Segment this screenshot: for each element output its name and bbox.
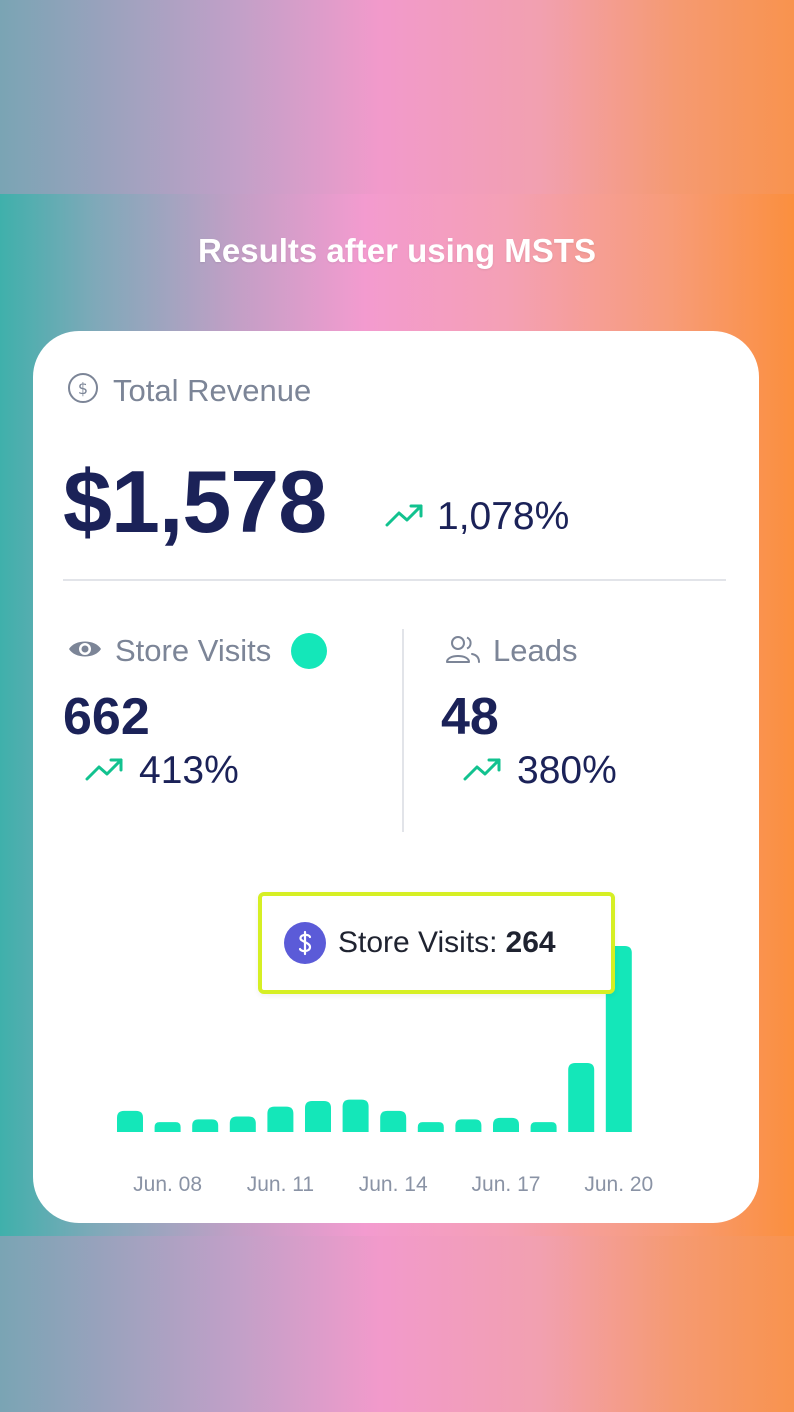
total-revenue-label: Total Revenue [113, 372, 312, 408]
eye-icon [67, 636, 103, 667]
x-tick-label: Jun. 17 [472, 1173, 541, 1196]
bar-Jun. 08[interactable] [154, 1122, 181, 1132]
revenue-card: $ Total Revenue $1,578 1,078% Store Visi… [33, 331, 759, 1223]
bar-Jun. 16[interactable] [455, 1119, 482, 1132]
bar-Jun. 19[interactable] [568, 1062, 595, 1132]
svg-text:$: $ [78, 379, 88, 398]
bar-Jun. 07[interactable] [117, 1110, 143, 1132]
store-visits-change-percent: 413% [139, 749, 239, 792]
vertical-divider [402, 629, 404, 832]
tooltip-label: Store Visits: [338, 926, 498, 959]
bar-Jun. 12[interactable] [305, 1101, 331, 1132]
trending-up-icon [463, 756, 503, 787]
leads-header: Leads [445, 633, 577, 669]
trending-up-icon [85, 756, 125, 787]
store-visits-header: Store Visits [67, 633, 328, 669]
dollar-badge-icon [284, 922, 326, 964]
total-revenue-value: $1,578 [63, 452, 327, 551]
chart-tooltip: Store Visits: 264 [258, 892, 615, 994]
bar-Jun. 11[interactable] [267, 1106, 294, 1132]
dollar-circle-icon: $ [67, 372, 99, 409]
bar-Jun. 14[interactable] [380, 1110, 407, 1132]
revenue-change: 1,078% [385, 495, 569, 539]
trending-up-icon [385, 502, 425, 533]
x-tick-label: Jun. 20 [584, 1173, 653, 1196]
x-tick-label: Jun. 08 [133, 1173, 202, 1196]
bar-Jun. 15[interactable] [417, 1122, 444, 1132]
tooltip-value: 264 [505, 926, 556, 959]
x-tick-label: Jun. 14 [359, 1173, 428, 1196]
store-visits-change: 413% [85, 749, 239, 793]
leads-label: Leads [493, 633, 578, 668]
leads-value: 48 [441, 688, 499, 746]
bar-Jun. 10[interactable] [229, 1116, 256, 1133]
users-icon [445, 634, 481, 669]
store-visits-label: Store Visits [115, 633, 272, 668]
total-revenue-header: $ Total Revenue [67, 372, 311, 409]
revenue-change-percent: 1,078% [437, 495, 570, 538]
store-visits-bar-chart: Jun. 08 Jun. 11 Jun. 14 Jun. 17 Jun. 20 [117, 946, 653, 1196]
bar-Jun. 13[interactable] [342, 1099, 369, 1132]
leads-change-percent: 380% [517, 749, 617, 792]
bar-Jun. 09[interactable] [192, 1119, 219, 1132]
bar-Jun. 17[interactable] [493, 1117, 519, 1132]
bar-Jun. 18[interactable] [530, 1122, 557, 1132]
leads-change: 380% [463, 749, 617, 793]
headline: Results after using MSTS [198, 232, 596, 269]
store-visits-value: 662 [63, 688, 150, 746]
store-visits-legend-dot [291, 633, 328, 669]
horizontal-divider [63, 579, 726, 581]
x-tick-label: Jun. 11 [247, 1173, 314, 1196]
